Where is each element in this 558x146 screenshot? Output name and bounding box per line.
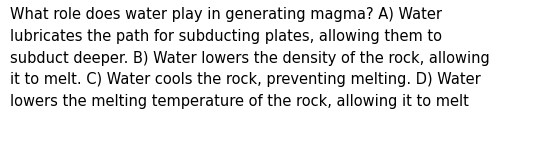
Text: What role does water play in generating magma? A) Water
lubricates the path for : What role does water play in generating …: [10, 7, 490, 109]
